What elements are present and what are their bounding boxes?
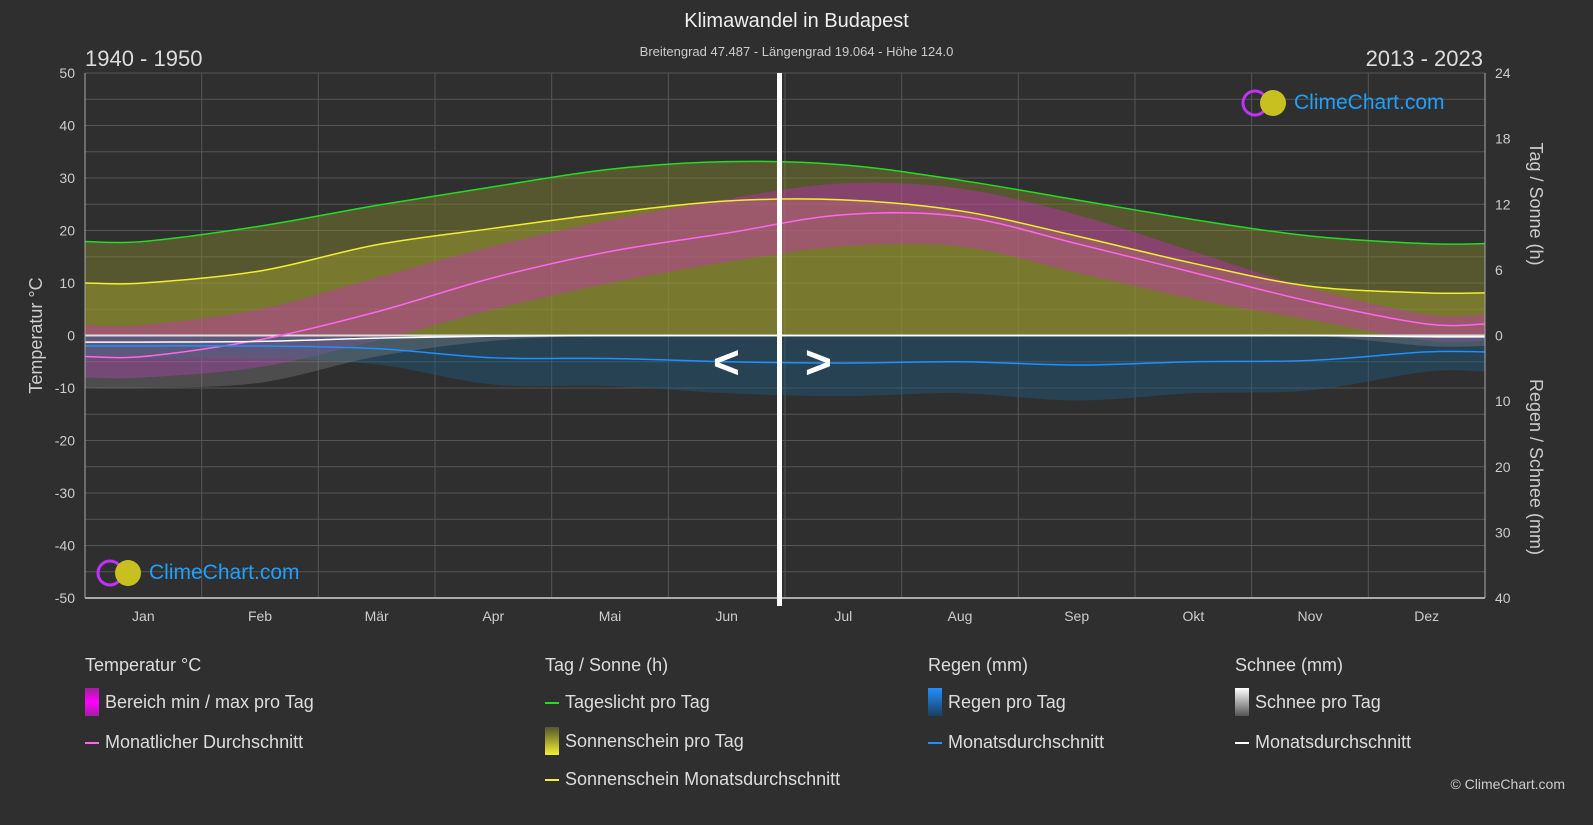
legend-label: Schnee pro Tag [1255, 691, 1381, 712]
x-tick-label: Jun [715, 608, 738, 624]
y-left-tick-label: -10 [55, 380, 75, 396]
legend-snow-daily: Schnee pro Tag [1235, 688, 1381, 716]
logo-icon [96, 559, 141, 587]
legend-label: Monatlicher Durchschnitt [105, 732, 304, 752]
chart-subtitle: Breitengrad 47.487 - Längengrad 19.064 -… [639, 44, 954, 59]
chart-title: Klimawandel in Budapest [684, 10, 909, 32]
x-tick-label: Apr [482, 608, 504, 624]
y-left-tick-label: 40 [59, 118, 75, 134]
logo-top: ClimeChart.com [1240, 88, 1445, 118]
daylight-line [84, 160, 1486, 245]
period-right: 2013 - 2023 [1365, 46, 1483, 71]
logo-icon [1241, 89, 1286, 117]
legend-label: Monatsdurchschnitt [948, 732, 1105, 752]
y-right-top-axis-label: Tag / Sonne (h) [1526, 142, 1546, 265]
snow-avg-line [84, 334, 1486, 343]
y-right-tick-label: 6 [1495, 262, 1503, 278]
swatch [928, 688, 942, 716]
swatch [545, 778, 559, 781]
legend-label: Sonnenschein Monatsdurchschnitt [565, 769, 841, 789]
rain-daily-area [85, 335, 1485, 401]
x-tick-label: Nov [1298, 608, 1323, 624]
legend-temp-avg: Monatlicher Durchschnitt [85, 732, 303, 753]
y-right-bottom-axis-label: Regen / Schnee (mm) [1526, 379, 1546, 555]
legend-label: Monatsdurchschnitt [1255, 732, 1412, 752]
legend-snow-avg: Monatsdurchschnitt [1235, 732, 1411, 753]
x-tick-label: Jul [834, 608, 852, 624]
swatch [1235, 741, 1249, 744]
y-left-tick-label: 10 [59, 275, 75, 291]
legend-sunshine: Sonnenschein pro Tag [545, 727, 744, 755]
rain-avg-line [85, 345, 1486, 366]
legend-label: Bereich min / max pro Tag [105, 691, 314, 712]
x-tick-label: Mai [599, 608, 622, 624]
legend-rain-daily: Regen pro Tag [928, 688, 1066, 716]
legend-temp-range: Bereich min / max pro Tag [85, 688, 314, 716]
y-right-tick-label: 0 [1495, 328, 1503, 344]
swatch [928, 741, 942, 744]
nav-next-button[interactable]: > [805, 336, 832, 388]
copyright: © ClimeChart.com [1450, 776, 1565, 792]
x-tick-label: Mär [365, 608, 389, 624]
y-right-tick-label: 40 [1495, 590, 1511, 606]
y-left-tick-label: -20 [55, 433, 75, 449]
legend-snow-head: Schnee (mm) [1235, 655, 1344, 675]
y-left-axis-label: Temperatur °C [26, 277, 46, 393]
y-right-tick-label: 30 [1495, 524, 1511, 540]
climate-chart: 50 40 30 20 10 0 -10 -20 -30 -40 -50 24 18 12 6 0 10 20 30… [26, 65, 1546, 624]
compare-slider-handle[interactable] [777, 73, 782, 606]
y-right-tick-label: 20 [1495, 459, 1511, 475]
y-left-tick-label: -40 [55, 538, 75, 554]
x-tick-label: Feb [248, 608, 272, 624]
y-left-tick-label: 30 [59, 170, 75, 186]
legend-rain-head: Regen (mm) [928, 655, 1029, 675]
legend-sunshine-avg: Sonnenschein Monatsdurchschnitt [545, 769, 840, 790]
sunshine-area [85, 198, 1485, 336]
logo-text: ClimeChart.com [149, 561, 300, 584]
logo-bottom: ClimeChart.com [95, 558, 300, 588]
y-right-tick-label: 12 [1495, 196, 1511, 212]
swatch [85, 741, 99, 744]
legend-sun-head: Tag / Sonne (h) [545, 655, 669, 675]
y-right-tick-label: 10 [1495, 393, 1511, 409]
x-tick-label: Dez [1414, 608, 1439, 624]
y-right-tick-label: 24 [1495, 65, 1511, 81]
legend-label: Regen pro Tag [948, 691, 1066, 712]
y-left-tick-label: 20 [59, 223, 75, 239]
legend-label: Sonnenschein pro Tag [565, 730, 744, 751]
x-tick-label: Jan [132, 608, 155, 624]
y-right-tick-label: 18 [1495, 131, 1511, 147]
x-tick-label: Aug [948, 608, 973, 624]
legend-temp-head: Temperatur °C [85, 655, 202, 675]
swatch [1235, 688, 1249, 716]
nav-prev-button[interactable]: < [713, 336, 740, 388]
period-left: 1940 - 1950 [85, 46, 203, 71]
temp-range-band [85, 182, 1485, 379]
swatch [85, 688, 99, 716]
swatch [545, 727, 559, 755]
x-tick-label: Sep [1064, 608, 1089, 624]
swatch [545, 701, 559, 704]
legend-rain-avg: Monatsdurchschnitt [928, 732, 1104, 753]
x-tick-label: Okt [1182, 608, 1204, 624]
legend-label: Tageslicht pro Tag [565, 692, 710, 712]
snow-daily-area [85, 334, 1485, 389]
logo-text: ClimeChart.com [1294, 91, 1445, 114]
y-left-tick-label: 0 [67, 328, 75, 344]
y-left-tick-label: -50 [55, 590, 75, 606]
y-left-tick-label: -30 [55, 485, 75, 501]
y-left-tick-label: 50 [59, 65, 75, 81]
sunshine-avg-line [84, 198, 1486, 295]
legend-daylight: Tageslicht pro Tag [545, 692, 710, 713]
